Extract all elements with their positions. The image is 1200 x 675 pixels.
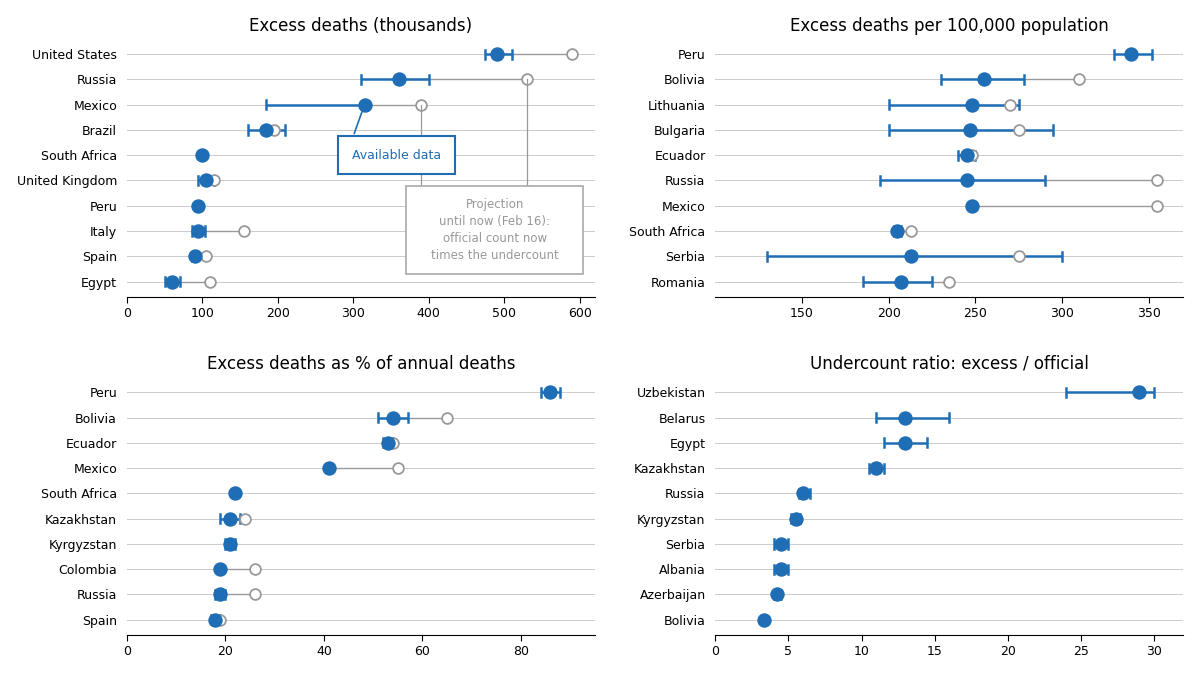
Point	[211, 614, 230, 625]
Point	[188, 200, 208, 211]
Point	[1069, 74, 1088, 85]
Point	[962, 150, 982, 161]
Point	[1130, 387, 1150, 398]
Title: Excess deaths per 100,000 population: Excess deaths per 100,000 population	[790, 17, 1109, 34]
FancyBboxPatch shape	[338, 136, 455, 174]
Point	[1001, 99, 1020, 110]
Point	[1009, 251, 1028, 262]
Point	[517, 74, 536, 85]
Point	[767, 589, 786, 600]
Point	[200, 276, 220, 287]
Point	[563, 49, 582, 59]
Point	[892, 276, 911, 287]
Point	[193, 150, 212, 161]
Point	[901, 225, 920, 236]
Title: Undercount ratio: excess / official: Undercount ratio: excess / official	[810, 355, 1088, 373]
Point	[234, 225, 253, 236]
Point	[197, 175, 216, 186]
Point	[245, 589, 264, 600]
Point	[896, 437, 916, 448]
Point	[958, 175, 977, 186]
Title: Excess deaths (thousands): Excess deaths (thousands)	[250, 17, 473, 34]
Point	[389, 74, 408, 85]
Point	[1009, 125, 1028, 136]
Text: Available data: Available data	[352, 148, 442, 162]
Point	[162, 276, 181, 287]
Point	[772, 564, 791, 574]
Point	[221, 539, 240, 549]
Point	[188, 225, 208, 236]
Point	[974, 74, 994, 85]
Point	[960, 125, 979, 136]
Point	[754, 614, 773, 625]
Point	[772, 539, 791, 549]
Point	[383, 412, 402, 423]
Point	[185, 251, 204, 262]
Point	[896, 412, 916, 423]
Point	[888, 225, 907, 236]
Text: Projection
until now (Feb 16):
official count now
times the undercount: Projection until now (Feb 16): official …	[431, 198, 559, 262]
Point	[940, 276, 959, 287]
Point	[378, 437, 397, 448]
Point	[319, 463, 338, 474]
Point	[226, 488, 245, 499]
Point	[1122, 49, 1141, 59]
Point	[206, 614, 226, 625]
Point	[264, 125, 283, 136]
Point	[786, 513, 805, 524]
Point	[958, 150, 977, 161]
Point	[383, 437, 402, 448]
Point	[1147, 200, 1166, 211]
FancyBboxPatch shape	[406, 186, 583, 274]
Point	[1147, 175, 1166, 186]
Point	[211, 589, 230, 600]
Point	[388, 463, 407, 474]
Point	[257, 125, 276, 136]
Title: Excess deaths as % of annual deaths: Excess deaths as % of annual deaths	[206, 355, 515, 373]
Point	[541, 387, 560, 398]
Point	[235, 513, 254, 524]
Point	[204, 175, 223, 186]
Point	[793, 488, 812, 499]
Point	[355, 99, 374, 110]
Point	[197, 251, 216, 262]
Point	[221, 513, 240, 524]
Point	[962, 99, 982, 110]
Point	[211, 564, 230, 574]
Point	[866, 463, 886, 474]
Point	[245, 564, 264, 574]
Point	[487, 49, 506, 59]
Point	[901, 251, 920, 262]
Point	[412, 99, 431, 110]
Point	[962, 200, 982, 211]
Point	[437, 412, 456, 423]
